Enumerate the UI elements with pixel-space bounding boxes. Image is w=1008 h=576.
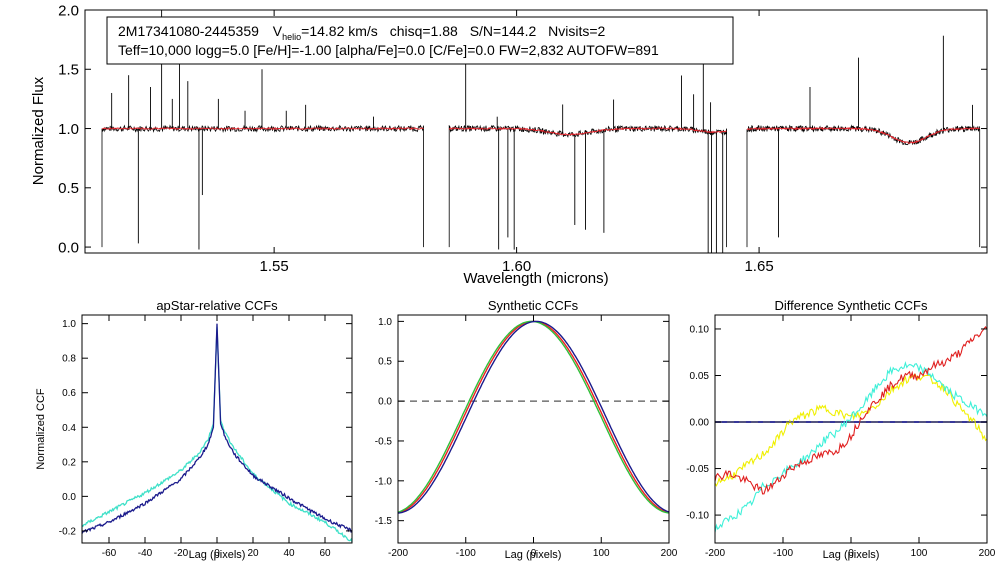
synthetic-ccf-ytick-label: -1.5 — [375, 516, 393, 527]
chisq-value: chisq=1.88 — [390, 23, 458, 39]
difference-ccf-ytick-label: 0.00 — [690, 418, 710, 429]
difference-ccf-line-cyan — [714, 360, 988, 533]
vhelio-subscript: helio — [282, 32, 301, 42]
apstar-ccf-line-visit-1 — [81, 323, 353, 534]
spectrum-model-chip-3 — [746, 126, 980, 144]
spectrum-ytick-label: 2.0 — [58, 2, 79, 19]
apstar-ccf-xtick-label: -20 — [174, 548, 189, 559]
apstar-ccf-panel: -60 -40 -20 0 20 40 60 -0.2 0.0 0.2 0.4 0.6 0.8 1.0 a… — [35, 298, 353, 561]
nvisits-value: Nvisits=2 — [548, 23, 605, 39]
spectrum-chip-1 — [101, 124, 424, 248]
difference-ccf-line-red — [714, 325, 988, 495]
synthetic-ccf-ticks: -200 -100 0 100 200 -1.5 -1.0 -0.5 0.0 0.5 1.0 — [375, 315, 678, 559]
spectrum-chip-3 — [746, 124, 981, 248]
apstar-ccf-xtick-label: -40 — [138, 548, 153, 559]
apstar-ccf-ytick-label: 0.0 — [62, 492, 76, 503]
info-line-2: Teff=10,000 logg=5.0 [Fe/H]=-1.00 [alpha… — [118, 42, 659, 58]
apstar-ccf-frame — [81, 314, 353, 544]
synthetic-ccf-xtick-label: 200 — [661, 548, 678, 559]
difference-ccf-line-yellow — [714, 373, 988, 487]
spectrum-xtick-label: 1.55 — [260, 258, 289, 275]
spectrum-ylabel: Normalized Flux — [30, 76, 47, 185]
synthetic-ccf-ytick-label: 1.0 — [378, 317, 392, 328]
apstar-ccf-ytick-label: 0.6 — [62, 388, 76, 399]
star-id: 2M17341080-2445359 — [118, 23, 259, 39]
apstar-ccf-ytick-label: 0.2 — [62, 457, 76, 468]
synthetic-ccf-lines — [397, 320, 670, 514]
apstar-ccf-ytick-label: -0.2 — [59, 526, 77, 537]
spectrum-xtick-label: 1.65 — [744, 258, 773, 275]
apstar-ccf-xlabel: Lag (pixels) — [189, 549, 246, 561]
synthetic-ccf-frame — [397, 314, 670, 544]
synthetic-ccf-xtick-label: 0 — [531, 548, 537, 559]
spectrum-model-chip-2 — [448, 126, 727, 136]
spectrum-ytick-label: 1.5 — [58, 62, 79, 79]
apstar-ccf-xtick-label: -60 — [102, 548, 117, 559]
spectrum-observed-flux — [101, 10, 981, 253]
difference-ccf-ytick-label: 0.05 — [690, 371, 710, 382]
spectrum-ytick-label: 0.0 — [58, 239, 79, 256]
difference-ccf-xtick-label: 200 — [979, 548, 996, 559]
spectrum-chip-2 — [448, 124, 727, 248]
synthetic-ccf-xlabel: Lag (pixels) — [505, 549, 562, 561]
synthetic-ccf-title: Synthetic CCFs — [488, 298, 579, 313]
apstar-ccf-ylabel: Normalized CCF — [35, 388, 47, 470]
spectrum-panel: 1.55 1.60 1.65 0.0 0.5 1.0 1.5 2.0 2M17341080-2… — [30, 2, 988, 287]
info-box — [106, 16, 734, 65]
synthetic-ccf-ytick-label: 0.5 — [378, 357, 392, 368]
synthetic-ccf-xtick-label: 100 — [593, 548, 610, 559]
synthetic-ccf-ytick-label: -0.5 — [375, 436, 393, 447]
difference-ccf-xtick-label: 0 — [848, 548, 854, 559]
synthetic-ccf-panel: -200 -100 0 100 200 -1.5 -1.0 -0.5 0.0 0.5 1.0 Syn… — [375, 298, 678, 561]
difference-ccf-title: Difference Synthetic CCFs — [775, 298, 928, 313]
difference-ccf-xlabel: Lag (pixels) — [823, 549, 880, 561]
vhelio-label: V — [273, 23, 283, 39]
spectrum-xtick-label: 1.60 — [502, 258, 531, 275]
apstar-ccf-lines — [81, 323, 353, 543]
apstar-ccf-xtick-label: 20 — [247, 548, 259, 559]
difference-ccf-panel: -200 -100 0 100 200 -0.10 -0.05 0.00 0.05 0.10 Di… — [686, 298, 996, 561]
difference-ccf-xtick-label: 100 — [911, 548, 928, 559]
spectrum-model-flux — [101, 126, 980, 144]
apstar-ccf-xtick-label: 0 — [214, 548, 220, 559]
difference-ccf-ytick-label: -0.10 — [686, 511, 709, 522]
vhelio-value: =14.82 km/s — [301, 23, 378, 39]
apstar-ccf-ytick-label: 1.0 — [62, 319, 76, 330]
apstar-ccf-ticks: -60 -40 -20 0 20 40 60 -0.2 0.0 0.2 0.4 0.6 0.8 1.0 — [59, 315, 352, 559]
spectrum-xlabel: Wavelength (microns) — [463, 270, 608, 287]
synthetic-ccf-ytick-label: -1.0 — [375, 476, 393, 487]
spectrum-ytick-label: 0.5 — [58, 180, 79, 197]
difference-ccf-xtick-label: -100 — [773, 548, 793, 559]
apstar-ccf-xtick-label: 40 — [283, 548, 295, 559]
difference-ccf-frame — [714, 314, 988, 544]
apstar-ccf-xtick-label: 60 — [319, 548, 331, 559]
spectrum-frame — [84, 9, 988, 254]
apstar-ccf-ytick-label: 0.8 — [62, 354, 76, 365]
synthetic-ccf-xtick-label: -200 — [388, 548, 408, 559]
apstar-ccf-ytick-label: 0.4 — [62, 423, 76, 434]
synthetic-ccf-line-synthetic-3 — [397, 320, 670, 514]
apstar-ccf-title: apStar-relative CCFs — [156, 298, 278, 313]
synthetic-ccf-xtick-label: -100 — [456, 548, 476, 559]
difference-ccf-xtick-label: -200 — [705, 548, 725, 559]
sn-value: S/N=144.2 — [470, 23, 537, 39]
difference-ccf-lines — [714, 325, 988, 533]
synthetic-ccf-ytick-label: 0.0 — [378, 397, 392, 408]
spectrum-ytick-label: 1.0 — [58, 121, 79, 138]
difference-ccf-ytick-label: -0.05 — [686, 464, 709, 475]
spectrum-model-chip-1 — [101, 126, 424, 131]
difference-ccf-ytick-label: 0.10 — [690, 324, 710, 335]
info-line-1: 2M17341080-2445359 Vhelio=14.82 km/s chi… — [118, 23, 606, 42]
